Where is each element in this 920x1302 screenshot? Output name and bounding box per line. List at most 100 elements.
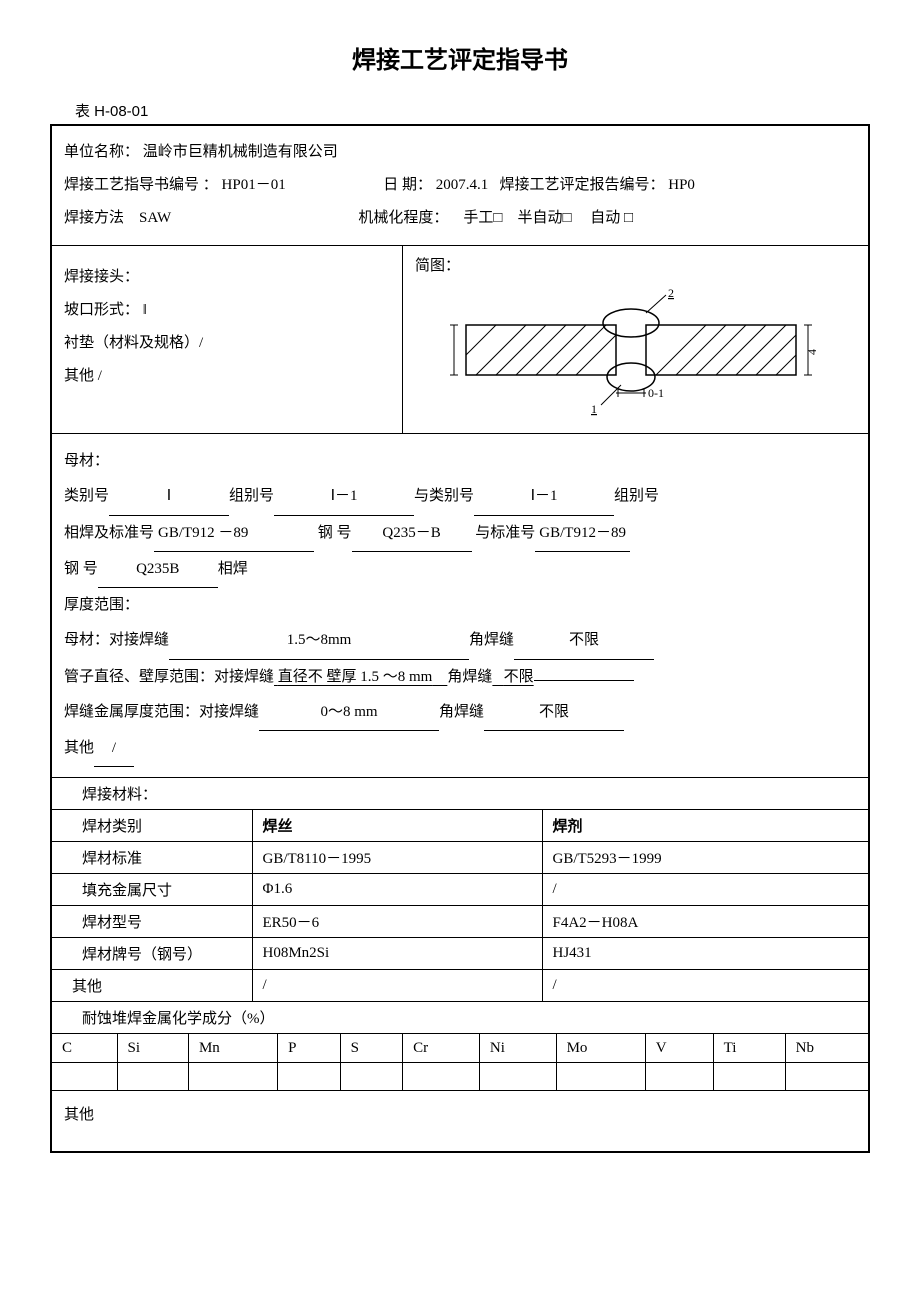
chem-col: V — [645, 1034, 713, 1062]
report-no-label: 焊接工艺评定报告编号： — [499, 177, 664, 193]
svg-text:1: 1 — [591, 402, 597, 416]
group-no: Ⅰ－1 — [274, 479, 414, 515]
with-std: GB/T912－89 — [535, 516, 630, 552]
pipe-fillet-label: 角焊缝 — [447, 669, 492, 685]
groove-label: 坡口形式： — [64, 302, 139, 318]
doc-no-label: 焊接工艺指导书编号 ： — [64, 177, 218, 193]
materials-heading: 焊接材料： — [52, 778, 868, 810]
diagram-cell: 简图： — [402, 246, 868, 433]
mat-flux: / — [542, 874, 868, 906]
chem-col: S — [340, 1034, 403, 1062]
weld-std: GB/T912 －89 — [154, 516, 314, 552]
date-value: 2007.4.1 — [436, 177, 489, 193]
svg-text:2: 2 — [668, 286, 674, 300]
mech-semi: 半自动□ — [517, 210, 571, 226]
mech-manual: 手工□ — [463, 210, 502, 226]
weld-metal: 0～8 mm — [259, 695, 439, 731]
chem-cell — [645, 1062, 713, 1090]
mat-flux: GB/T5293－1999 — [542, 842, 868, 874]
joint-label: 焊接接头： — [64, 261, 390, 294]
steel-no2: Q235B — [98, 552, 218, 588]
weld-std-label: 相焊及标准号 — [64, 525, 154, 541]
joint-section: 焊接接头： 坡口形式： ‖ 衬垫（材料及规格）/ 其他 / 简图： — [52, 246, 868, 434]
chem-cell — [785, 1062, 868, 1090]
mat-wire: Φ1.6 — [252, 874, 542, 906]
mat-label: 焊材类别 — [52, 810, 252, 842]
chem-cell — [52, 1062, 117, 1090]
chem-cell — [278, 1062, 341, 1090]
mutual-weld: 相焊 — [218, 561, 248, 577]
document-title: 焊接工艺评定指导书 — [50, 40, 870, 75]
form-container: 单位名称： 温岭市巨精机械制造有限公司 焊接工艺指导书编号 ： HP01－01 … — [50, 124, 870, 1153]
chem-cell — [340, 1062, 403, 1090]
weld-metal-label: 焊缝金属厚度范围：对接焊缝 — [64, 704, 259, 720]
mat-wire: H08Mn2Si — [252, 938, 542, 970]
bm-butt: 1.5～8mm — [169, 623, 469, 659]
bm-other-label: 其他 — [64, 740, 94, 756]
pipe-val: 直径不 壁厚 1.5 ～8 mm — [278, 669, 433, 685]
doc-row: 焊接工艺指导书编号 ： HP01－01 日 期： 2007.4.1 焊接工艺评定… — [64, 169, 856, 202]
svg-text:0-1: 0-1 — [648, 386, 664, 400]
mat-label: 焊材型号 — [52, 906, 252, 938]
table-number: 表 H-08-01 — [75, 100, 870, 121]
chem-col: P — [278, 1034, 341, 1062]
mat-wire: / — [252, 970, 542, 1002]
svg-text:4: 4 — [805, 349, 819, 355]
mech-auto: 自动 □ — [590, 210, 633, 226]
steel-no-label2: 钢 号 — [64, 561, 98, 577]
chem-col: Nb — [785, 1034, 868, 1062]
mat-wire: 焊丝 — [252, 810, 542, 842]
cat-no-label: 类别号 — [64, 488, 109, 504]
weld-metal-row: 焊缝金属厚度范围：对接焊缝0～8 mm角焊缝不限 — [64, 695, 856, 731]
base-metal-section: 母材： 类别号Ⅰ组别号Ⅰ－1与类别号Ⅰ－1组别号 相焊及标准号GB/T912 －… — [52, 434, 868, 778]
with-std-label: 与标准号 — [475, 525, 535, 541]
cat-no: Ⅰ — [109, 479, 229, 515]
chem-col: Cr — [403, 1034, 480, 1062]
mat-label: 焊材牌号（钢号） — [52, 938, 252, 970]
header-section: 单位名称： 温岭市巨精机械制造有限公司 焊接工艺指导书编号 ： HP01－01 … — [52, 126, 868, 246]
chem-cell — [479, 1062, 556, 1090]
date-label: 日 期： — [383, 177, 432, 193]
company-label: 单位名称： — [64, 144, 139, 160]
fillet-label: 角焊缝 — [469, 632, 514, 648]
weld-diagram: 4 4 2 1 0-1 — [446, 285, 826, 425]
other-cell: 其他 — [52, 1091, 868, 1151]
bm-other: / — [94, 731, 134, 767]
chem-col: Mo — [556, 1034, 645, 1062]
steel-no: Q235－B — [352, 516, 472, 552]
chem-col: Si — [117, 1034, 188, 1062]
bm-butt-row: 母材：对接焊缝1.5～8mm角焊缝不限 — [64, 623, 856, 659]
base-metal-heading: 母材： — [64, 444, 856, 479]
chem-cell — [188, 1062, 277, 1090]
svg-text:4: 4 — [446, 349, 449, 355]
joint-text: 焊接接头： 坡口形式： ‖ 衬垫（材料及规格）/ 其他 / — [52, 246, 402, 433]
mat-flux: 焊剂 — [542, 810, 868, 842]
category-row: 类别号Ⅰ组别号Ⅰ－1与类别号Ⅰ－1组别号 — [64, 479, 856, 515]
chem-col: Ni — [479, 1034, 556, 1062]
pipe-fillet: 不限 — [504, 669, 534, 685]
steel-row: 钢 号Q235B相焊 — [64, 552, 856, 588]
steel-no-label: 钢 号 — [318, 525, 352, 541]
chem-col: Mn — [188, 1034, 277, 1062]
mat-label: 焊材标准 — [52, 842, 252, 874]
chem-table: CSiMnPSCrNiMoVTiNb — [52, 1034, 868, 1091]
group-no-label: 组别号 — [229, 488, 274, 504]
chem-cell — [117, 1062, 188, 1090]
chem-heading: 耐蚀堆焊金属化学成分（%） — [52, 1002, 868, 1034]
bm-other-row: 其他/ — [64, 731, 856, 767]
joint-other: 其他 / — [64, 360, 390, 393]
backing-label: 衬垫（材料及规格）/ — [64, 327, 390, 360]
diagram-label: 简图： — [415, 258, 460, 274]
mat-flux: F4A2－H08A — [542, 906, 868, 938]
thick-range-label: 厚度范围： — [64, 588, 856, 623]
materials-table: 焊接材料： 焊材类别焊丝焊剂焊材标准GB/T8110－1995GB/T5293－… — [52, 778, 868, 1034]
chem-col: C — [52, 1034, 117, 1062]
company-value: 温岭市巨精机械制造有限公司 — [143, 144, 338, 160]
mech-label: 机械化程度： — [358, 210, 448, 226]
standard-row: 相焊及标准号GB/T912 －89 钢 号Q235－B 与标准号GB/T912－… — [64, 516, 856, 552]
chem-cell — [556, 1062, 645, 1090]
chem-col: Ti — [713, 1034, 785, 1062]
mat-flux: HJ431 — [542, 938, 868, 970]
wm-fillet-label: 角焊缝 — [439, 704, 484, 720]
chem-cell — [403, 1062, 480, 1090]
